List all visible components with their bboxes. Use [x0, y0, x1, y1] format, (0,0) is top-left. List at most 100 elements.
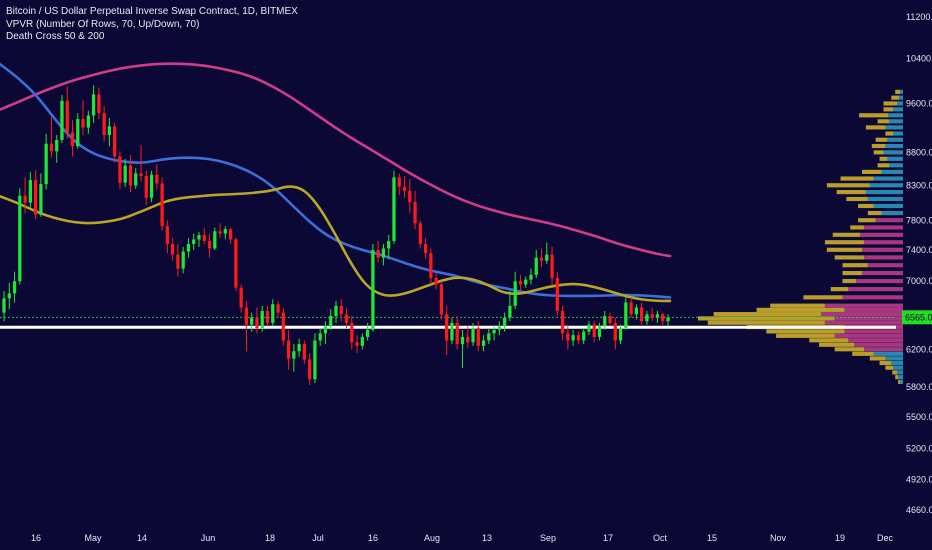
volume-profile-row: [873, 150, 903, 155]
candle-body: [260, 310, 264, 329]
candle-body: [128, 165, 133, 186]
volume-down-bar: [897, 101, 903, 106]
volume-profile-row: [877, 119, 903, 124]
candle: [503, 312, 507, 332]
candle-body: [624, 302, 628, 329]
candle: [255, 307, 259, 334]
volume-up-bar: [809, 338, 849, 343]
price-tick-label: 8800.0: [906, 148, 932, 158]
death-cross-indicator-label[interactable]: Death Cross 50 & 200: [6, 31, 105, 42]
candle-body: [244, 307, 249, 325]
candle: [534, 249, 538, 279]
volume-down-bar: [898, 375, 903, 380]
candle-body: [508, 305, 512, 318]
candle-body: [476, 328, 480, 346]
volume-profile-row: [865, 125, 903, 130]
candle-body: [371, 249, 375, 330]
candle: [260, 305, 264, 332]
volume-profile-row: [895, 89, 903, 94]
volume-profile-row: [858, 203, 903, 209]
volume-up-bar: [858, 218, 876, 223]
volume-up-bar: [824, 240, 864, 245]
last-price-badge-bg: [902, 310, 932, 325]
price-tick-label: 4660.0: [906, 505, 932, 515]
candle-body: [497, 326, 501, 330]
last-price-badge-label: 6565.0: [905, 312, 932, 322]
candle: [192, 233, 196, 250]
candle: [618, 324, 623, 345]
volume-profile-row: [858, 218, 903, 223]
volume-up-bar: [842, 270, 862, 276]
candle: [545, 242, 549, 264]
volume-profile-row: [713, 312, 903, 317]
candle: [666, 314, 670, 327]
ma100-line: [0, 62, 672, 299]
volume-down-bar: [869, 183, 903, 188]
candle-body: [271, 304, 275, 323]
time-tick-label: 16: [31, 533, 41, 543]
candle: [550, 246, 554, 285]
volume-down-bar: [900, 379, 903, 385]
candle-body: [234, 239, 238, 288]
price-tick-label: 10400.0: [906, 54, 932, 64]
volume-down-bar: [848, 338, 903, 343]
candle-body: [329, 316, 333, 327]
symbol-title[interactable]: Bitcoin / US Dollar Perpetual Inverse Sw…: [6, 6, 298, 17]
candle-body: [39, 184, 43, 215]
candle-body: [7, 293, 11, 299]
volume-down-bar: [860, 232, 903, 237]
candle: [392, 170, 396, 244]
volume-up-bar: [776, 333, 835, 338]
candle-body: [618, 328, 623, 341]
time-tick-label: Dec: [877, 533, 894, 543]
candle-body: [60, 100, 64, 140]
volume-up-bar: [826, 183, 870, 188]
candle-body: [81, 119, 85, 128]
candle-body: [455, 322, 459, 345]
candle-body: [387, 240, 391, 249]
candle-body: [181, 251, 185, 269]
volume-profile-row: [879, 156, 903, 161]
candle: [223, 226, 227, 240]
vpvr-indicator-label[interactable]: VPVR (Number Of Rows, 70, Up/Down, 70): [6, 18, 200, 30]
candle-body: [107, 126, 112, 135]
price-tick-label: 7400.0: [906, 245, 932, 255]
candle-body: [587, 324, 591, 332]
candle: [576, 331, 581, 345]
volume-profile-row: [879, 360, 903, 366]
volume-up-bar: [832, 232, 861, 237]
candle-body: [560, 310, 565, 334]
candle: [661, 312, 665, 325]
candle: [376, 240, 380, 263]
volume-up-bar: [867, 210, 882, 216]
candle: [323, 321, 328, 345]
time-tick-label: Jun: [201, 533, 216, 543]
candle: [355, 335, 359, 354]
chart-legend: Bitcoin / US Dollar Perpetual Inverse Sw…: [6, 6, 298, 44]
candle-body: [202, 235, 206, 241]
time-tick-label: Sep: [540, 533, 556, 543]
candle-body: [450, 322, 454, 341]
candle: [413, 190, 417, 230]
candle: [70, 120, 75, 157]
candle-body: [402, 186, 407, 191]
volume-down-bar: [888, 113, 903, 118]
candle: [387, 235, 391, 260]
candle: [60, 94, 64, 144]
candle: [566, 326, 570, 350]
volume-down-bar: [873, 176, 903, 181]
candle: [381, 243, 386, 266]
candle-body: [423, 243, 428, 254]
candle-body: [608, 316, 612, 323]
volume-down-bar: [891, 360, 903, 366]
volume-up-bar: [883, 101, 898, 106]
candle: [49, 116, 54, 158]
candle-body: [524, 279, 528, 285]
time-tick-label: Oct: [653, 533, 668, 543]
candle-body: [429, 253, 433, 279]
candle: [529, 268, 533, 285]
volume-profile-row: [776, 333, 903, 338]
candle-body: [23, 195, 27, 203]
